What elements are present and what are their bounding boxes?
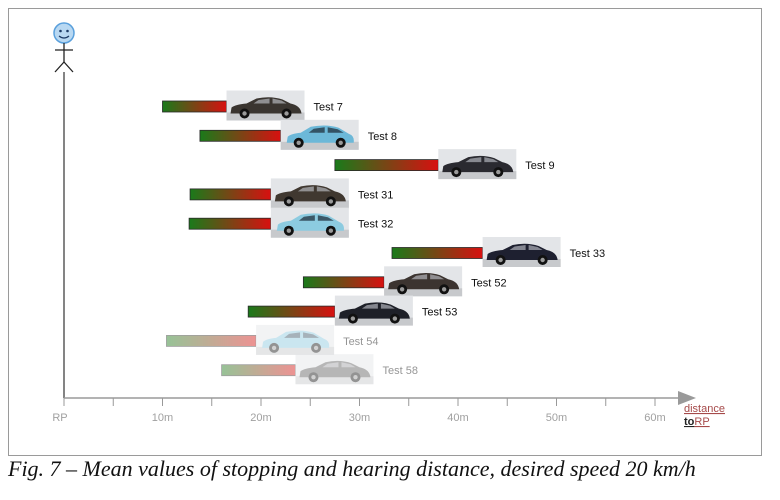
test-label: Test 31 [358,189,393,201]
car-icon [280,119,359,150]
axis-tick-label: 20m [250,412,271,424]
test-label: Test 8 [368,131,397,143]
distance-axis: RP 10m 20m 30m 40m 50m 60m distance toRP [52,391,725,428]
axis-tick-label: 40m [447,412,468,424]
test-label: Test 54 [343,336,378,348]
smiley-pedestrian-icon [53,22,75,73]
test-row: Test 54 [166,324,379,355]
distance-bar [188,217,272,230]
car-icon [270,207,349,238]
test-label: Test 32 [358,219,393,231]
test-row: Test 7 [162,90,343,121]
axis-title-line1: distance [684,403,725,415]
test-row: Test 8 [199,119,397,150]
test-row: Test 52 [302,266,507,297]
car-icon [482,237,561,267]
test-row: Test 33 [391,237,605,267]
figure-frame [8,8,762,456]
test-label: Test 33 [570,248,605,260]
car-icon [384,266,463,297]
axis-arrowhead [678,391,696,405]
test-row: Test 32 [188,207,393,238]
axis-tick-label: 10m [152,412,173,424]
distance-bar [221,364,296,377]
distance-bar [302,276,385,289]
car-icon [295,354,374,385]
distance-bar [247,305,336,318]
test-row: Test 58 [221,354,418,385]
distance-bar [162,100,227,113]
distance-bar [189,188,272,201]
distance-bar [391,247,484,259]
axis-origin-label: RP [52,412,67,424]
distance-bar [334,159,439,172]
axis-title-prefix: to [684,416,695,428]
car-icon [334,295,413,326]
test-row: Test 31 [189,178,393,209]
test-label: Test 9 [525,160,554,172]
figure-caption: Fig. 7 – Mean values of stopping and hea… [8,456,696,481]
test-row: Test 53 [247,295,457,326]
test-label: Test 58 [382,365,417,377]
axis-tick-label: 50m [546,412,567,424]
test-label: Test 52 [471,277,506,289]
axis-tick-label: 30m [349,412,370,424]
test-row: Test 9 [334,149,555,180]
car-icon [438,149,517,180]
test-rows: Test 7 Test 8 Test 9 Test 31 Test 32 Test 33 T… [162,90,605,385]
distance-bar [199,129,282,142]
axis-title-suffix: RP [694,416,709,428]
distance-bar [166,334,257,347]
axis-title-line2: toRP [684,416,710,428]
car-icon [270,178,349,209]
axis-tick-label: 60m [644,412,665,424]
test-label: Test 7 [314,102,343,114]
car-icon [256,324,335,355]
car-icon [226,90,305,121]
test-label: Test 53 [422,307,457,319]
